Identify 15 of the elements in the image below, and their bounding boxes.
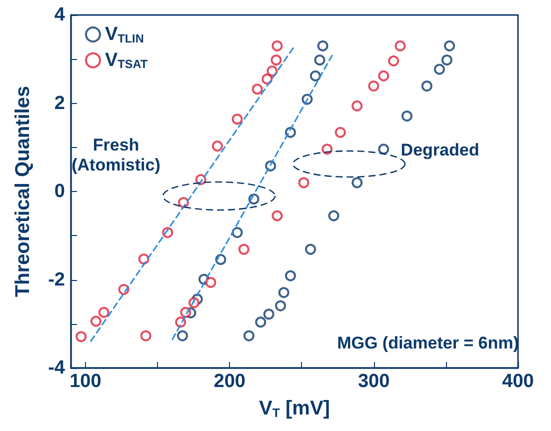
annotation: Degraded xyxy=(400,140,480,160)
x-tick-label: 200 xyxy=(214,371,246,392)
y-tick-label: -4 xyxy=(48,358,66,378)
x-tick-label: 400 xyxy=(502,371,534,392)
annotation: Fresh (Atomistic) xyxy=(72,136,160,174)
y-tick-label: 0 xyxy=(54,181,65,202)
y-tick-label: -2 xyxy=(48,269,65,290)
y-tick-label: 4 xyxy=(54,4,66,26)
legend-label: VTSAT xyxy=(105,50,148,72)
annotation: MGG (diameter = 6nm) xyxy=(337,334,519,352)
legend-label: VTLIN xyxy=(105,24,144,46)
x-tick-label: 300 xyxy=(358,371,390,392)
x-tick-label: 100 xyxy=(70,371,102,392)
y-axis-title: Threoretical Quantiles xyxy=(12,86,34,298)
y-tick-label: 2 xyxy=(54,92,65,114)
